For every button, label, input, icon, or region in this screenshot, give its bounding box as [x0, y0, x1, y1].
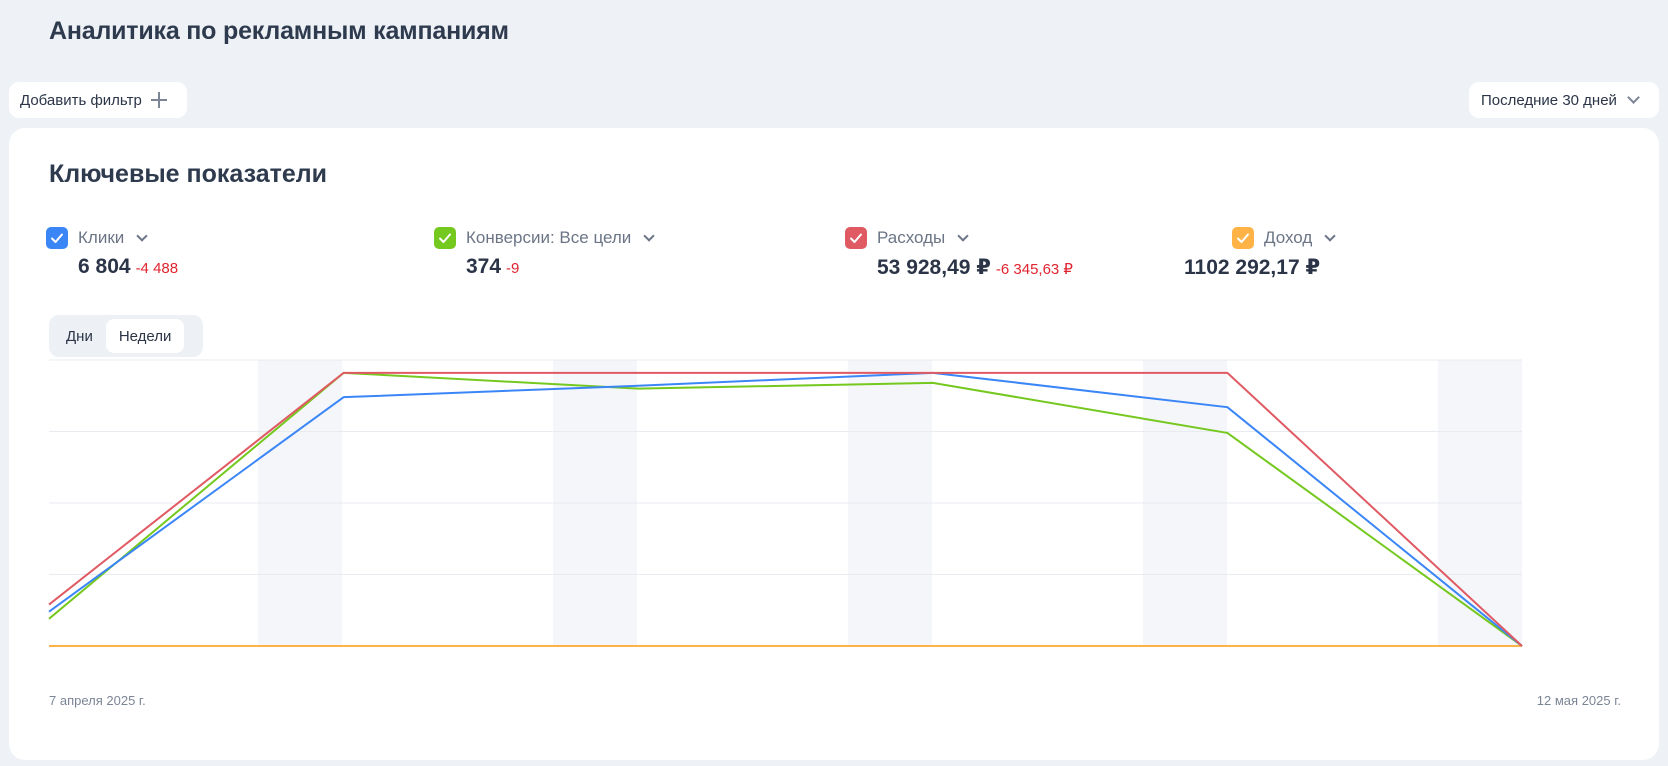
period-select[interactable]: Последние 30 дней [1469, 82, 1659, 118]
metric-income-label: Доход [1264, 228, 1313, 247]
check-icon [51, 233, 63, 243]
plus-icon [150, 92, 167, 108]
toggle-days[interactable]: Дни [66, 327, 93, 345]
metric-expenses-delta: -6 345,63 ₽ [995, 261, 1073, 278]
x-axis-start-label: 7 апреля 2025 г. [49, 693, 146, 708]
metric-clicks-label: Клики [78, 228, 125, 247]
metric-expenses-value: 53 928,49 ₽ [877, 256, 991, 279]
key-metrics-card: Ключевые показатели Клики 6 804 -4 488 К… [9, 128, 1659, 760]
metric-clicks-delta: -4 488 [135, 260, 179, 277]
x-axis-end-label: 12 мая 2025 г. [1536, 693, 1621, 708]
metric-conversions: Конверсии: Все цели 374 -9 [434, 227, 655, 279]
toggle-weeks[interactable]: Недели [105, 319, 185, 353]
metric-income-checkbox[interactable] [1232, 227, 1254, 249]
metric-clicks-value: 6 804 [78, 255, 131, 278]
series-line-1 [48, 371, 1523, 647]
card-title: Ключевые показатели [49, 160, 328, 188]
metric-clicks-checkbox[interactable] [46, 227, 68, 249]
series-line-0 [48, 371, 1523, 647]
metric-conversions-label: Конверсии: Все цели [466, 228, 632, 247]
period-label: Последние 30 дней [1481, 91, 1617, 109]
metric-income-value: 1102 292,17 ₽ [1184, 256, 1321, 279]
page-title: Аналитика по рекламным кампаниям [49, 17, 509, 45]
check-icon [439, 233, 451, 243]
add-filter-button[interactable]: Добавить фильтр [9, 82, 187, 118]
metric-clicks: Клики 6 804 -4 488 [46, 227, 178, 279]
metric-expenses-checkbox[interactable] [845, 227, 867, 249]
metric-conversions-delta: -9 [506, 260, 520, 277]
metric-conversions-value: 374 [466, 255, 502, 278]
series-line-2 [48, 371, 1523, 647]
add-filter-label: Добавить фильтр [20, 91, 142, 109]
check-icon [850, 233, 862, 243]
metrics-line-chart [48, 359, 1523, 647]
metric-expenses-label: Расходы [877, 228, 946, 247]
check-icon [1237, 233, 1249, 243]
granularity-toggle: Дни Недели [49, 315, 203, 357]
chevron-down-icon [1627, 91, 1640, 104]
metric-income: Доход 1102 292,17 ₽ [1184, 227, 1336, 280]
metric-conversions-checkbox[interactable] [434, 227, 456, 249]
metric-expenses: Расходы 53 928,49 ₽ -6 345,63 ₽ [845, 227, 1073, 280]
